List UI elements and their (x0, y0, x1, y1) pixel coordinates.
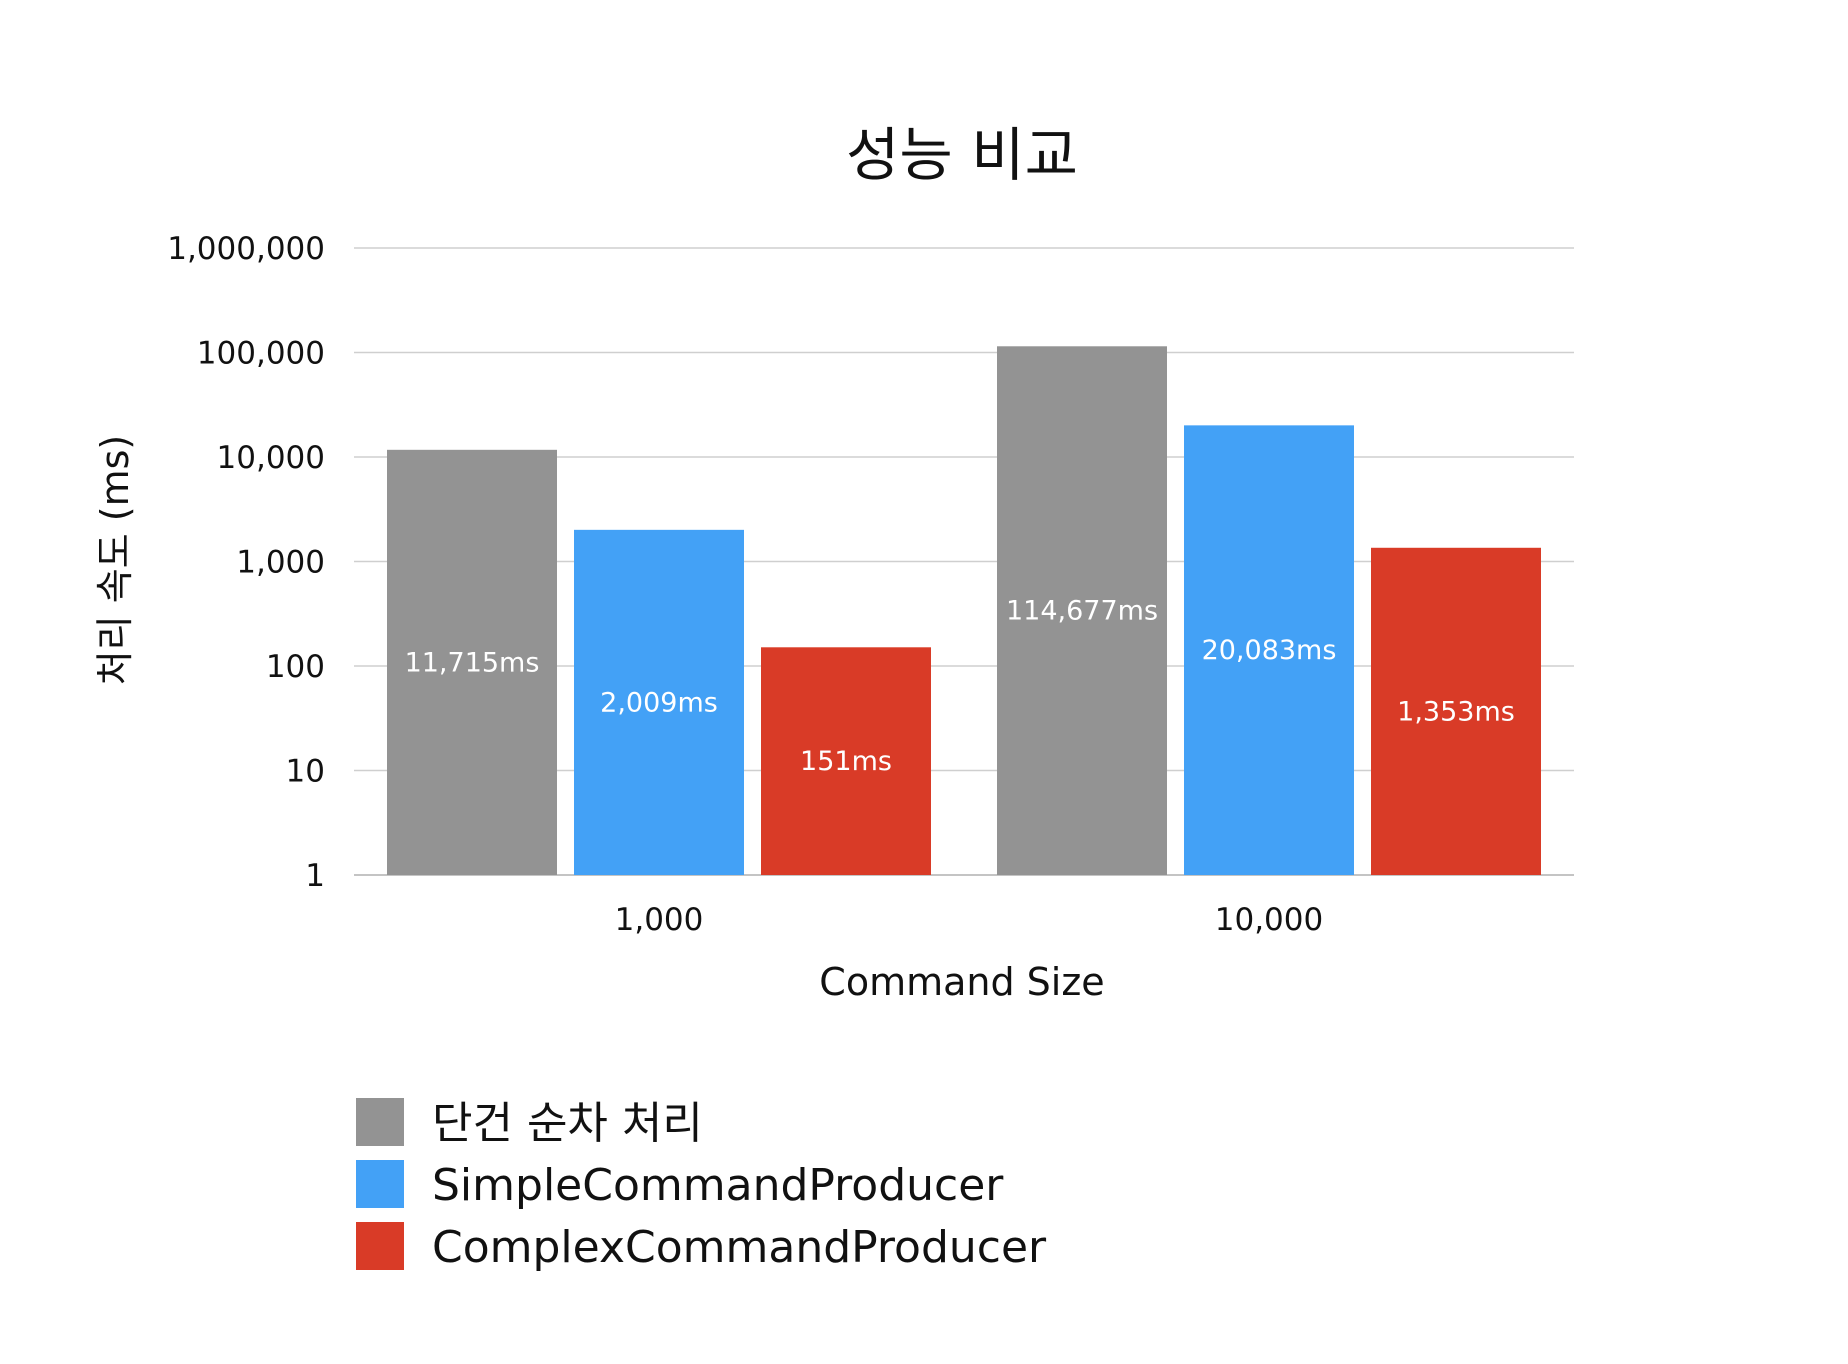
x-axis-ticks: 1,000 10,000 (615, 902, 1324, 938)
y-tick-label: 10 (286, 754, 325, 790)
legend-label: ComplexCommandProducer (432, 1222, 1047, 1273)
bar (761, 647, 931, 875)
y-tick-label: 1,000,000 (167, 231, 325, 267)
legend-item: SimpleCommandProducer (356, 1160, 1004, 1211)
gridlines (354, 247, 1574, 876)
legend-item: 단건 순차 처리 (356, 1098, 703, 1149)
x-axis-label: Command Size (819, 960, 1104, 1004)
bar (574, 529, 744, 875)
legend-item: ComplexCommandProducer (356, 1222, 1047, 1273)
legend-swatch (356, 1098, 404, 1146)
bar-data-label: 114,677ms (1006, 596, 1158, 627)
bar-data-label: 151ms (800, 746, 892, 777)
y-tick-label: 1,000 (236, 545, 325, 581)
bar (997, 346, 1167, 875)
y-tick-label: 100,000 (197, 336, 325, 372)
legend-label: SimpleCommandProducer (432, 1160, 1004, 1211)
bar (1371, 547, 1541, 875)
legend-label: 단건 순차 처리 (432, 1098, 703, 1149)
y-axis-label: 처리 속도 (ms) (93, 435, 137, 685)
y-tick-label: 1 (305, 858, 325, 894)
legend-swatch (356, 1222, 404, 1270)
bar (1184, 425, 1354, 875)
bar-data-label: 1,353ms (1397, 696, 1515, 727)
legend-swatch (356, 1160, 404, 1208)
y-axis-ticks: 1 10 100 1,000 10,000 100,000 1,000,000 (167, 231, 325, 894)
bars (387, 346, 1541, 875)
x-tick-label: 1,000 (615, 902, 704, 938)
legend: 단건 순차 처리 SimpleCommandProducer ComplexComm… (356, 1098, 1047, 1273)
y-tick-label: 100 (266, 649, 325, 685)
bar-data-labels: 11,715ms 2,009ms 151ms 114,677ms 20,083ms 1,3… (405, 596, 1515, 778)
bar-data-label: 20,083ms (1202, 635, 1337, 666)
bar-data-label: 2,009ms (600, 687, 718, 718)
bar-data-label: 11,715ms (405, 647, 540, 678)
y-tick-label: 10,000 (217, 440, 325, 476)
chart-title: 성능 비교 (846, 121, 1078, 189)
x-tick-label: 10,000 (1215, 902, 1323, 938)
bar (387, 449, 557, 875)
